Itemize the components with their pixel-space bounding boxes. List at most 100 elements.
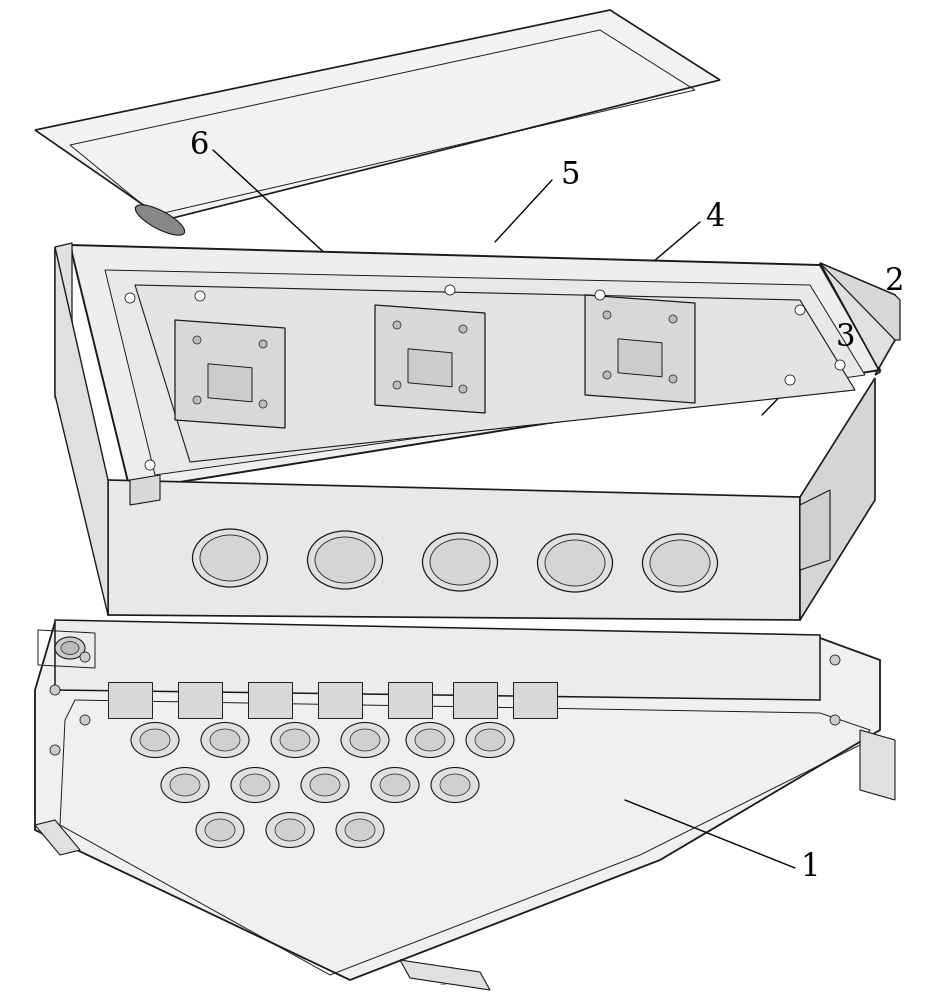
Polygon shape (318, 682, 362, 718)
Ellipse shape (210, 729, 240, 751)
Ellipse shape (301, 768, 349, 802)
Ellipse shape (336, 812, 384, 848)
Ellipse shape (200, 535, 260, 581)
Ellipse shape (135, 205, 184, 235)
Polygon shape (618, 339, 662, 377)
Ellipse shape (161, 768, 209, 802)
Ellipse shape (271, 722, 319, 758)
Polygon shape (513, 682, 557, 718)
Polygon shape (70, 245, 880, 490)
Circle shape (80, 652, 90, 662)
Circle shape (259, 340, 267, 348)
Polygon shape (820, 263, 900, 340)
Polygon shape (108, 682, 152, 718)
Ellipse shape (545, 540, 605, 586)
Circle shape (669, 375, 677, 383)
Circle shape (259, 400, 267, 408)
Text: 5: 5 (560, 159, 580, 190)
Ellipse shape (240, 774, 270, 796)
Circle shape (835, 360, 845, 370)
Circle shape (445, 285, 455, 295)
Polygon shape (248, 682, 292, 718)
Text: 3: 3 (835, 322, 855, 353)
Circle shape (459, 385, 467, 393)
Ellipse shape (423, 533, 497, 591)
Polygon shape (860, 730, 895, 800)
Circle shape (193, 396, 201, 404)
Ellipse shape (193, 529, 267, 587)
Polygon shape (178, 682, 222, 718)
Polygon shape (55, 243, 72, 400)
Ellipse shape (55, 637, 85, 659)
Ellipse shape (350, 729, 380, 751)
Ellipse shape (201, 722, 249, 758)
Ellipse shape (275, 819, 305, 841)
Circle shape (195, 291, 205, 301)
Text: 1: 1 (801, 852, 820, 884)
Polygon shape (208, 364, 252, 402)
Ellipse shape (371, 768, 419, 802)
Polygon shape (800, 490, 830, 570)
Polygon shape (108, 480, 800, 620)
Ellipse shape (650, 540, 710, 586)
Circle shape (50, 685, 60, 695)
Polygon shape (105, 270, 865, 475)
Circle shape (80, 715, 90, 725)
Ellipse shape (345, 819, 375, 841)
Polygon shape (55, 620, 820, 700)
Ellipse shape (406, 722, 454, 758)
Circle shape (393, 321, 401, 329)
Ellipse shape (280, 729, 310, 751)
Circle shape (603, 311, 611, 319)
Ellipse shape (431, 768, 479, 802)
Circle shape (830, 715, 840, 725)
Circle shape (603, 371, 611, 379)
Ellipse shape (266, 812, 314, 848)
Ellipse shape (310, 774, 340, 796)
Ellipse shape (415, 729, 445, 751)
Circle shape (145, 460, 155, 470)
Circle shape (595, 290, 605, 300)
Ellipse shape (140, 729, 170, 751)
Polygon shape (400, 960, 490, 990)
Polygon shape (388, 682, 432, 718)
Ellipse shape (170, 774, 200, 796)
Polygon shape (800, 378, 875, 620)
Polygon shape (408, 349, 452, 387)
Ellipse shape (196, 812, 244, 848)
Circle shape (50, 745, 60, 755)
Polygon shape (35, 622, 880, 980)
Ellipse shape (475, 729, 505, 751)
Circle shape (795, 305, 805, 315)
Ellipse shape (315, 537, 375, 583)
Ellipse shape (205, 819, 235, 841)
Polygon shape (453, 682, 497, 718)
Circle shape (193, 336, 201, 344)
Ellipse shape (231, 768, 279, 802)
Text: ɪɪ: ɪɪ (439, 977, 447, 987)
Polygon shape (55, 247, 108, 615)
Circle shape (125, 293, 135, 303)
Polygon shape (375, 305, 485, 413)
Circle shape (785, 375, 795, 385)
Polygon shape (820, 263, 895, 375)
Polygon shape (585, 295, 695, 403)
Ellipse shape (61, 642, 79, 654)
Circle shape (459, 325, 467, 333)
Ellipse shape (341, 722, 389, 758)
Polygon shape (175, 320, 285, 428)
Text: 6: 6 (190, 129, 209, 160)
Polygon shape (35, 820, 80, 855)
Ellipse shape (380, 774, 410, 796)
Ellipse shape (440, 774, 470, 796)
Ellipse shape (307, 531, 383, 589)
Circle shape (393, 381, 401, 389)
Circle shape (669, 315, 677, 323)
Text: 2: 2 (885, 266, 905, 298)
Ellipse shape (466, 722, 514, 758)
Polygon shape (130, 475, 160, 505)
Ellipse shape (131, 722, 179, 758)
Polygon shape (135, 285, 855, 462)
Text: 4: 4 (706, 202, 724, 232)
Polygon shape (35, 10, 720, 220)
